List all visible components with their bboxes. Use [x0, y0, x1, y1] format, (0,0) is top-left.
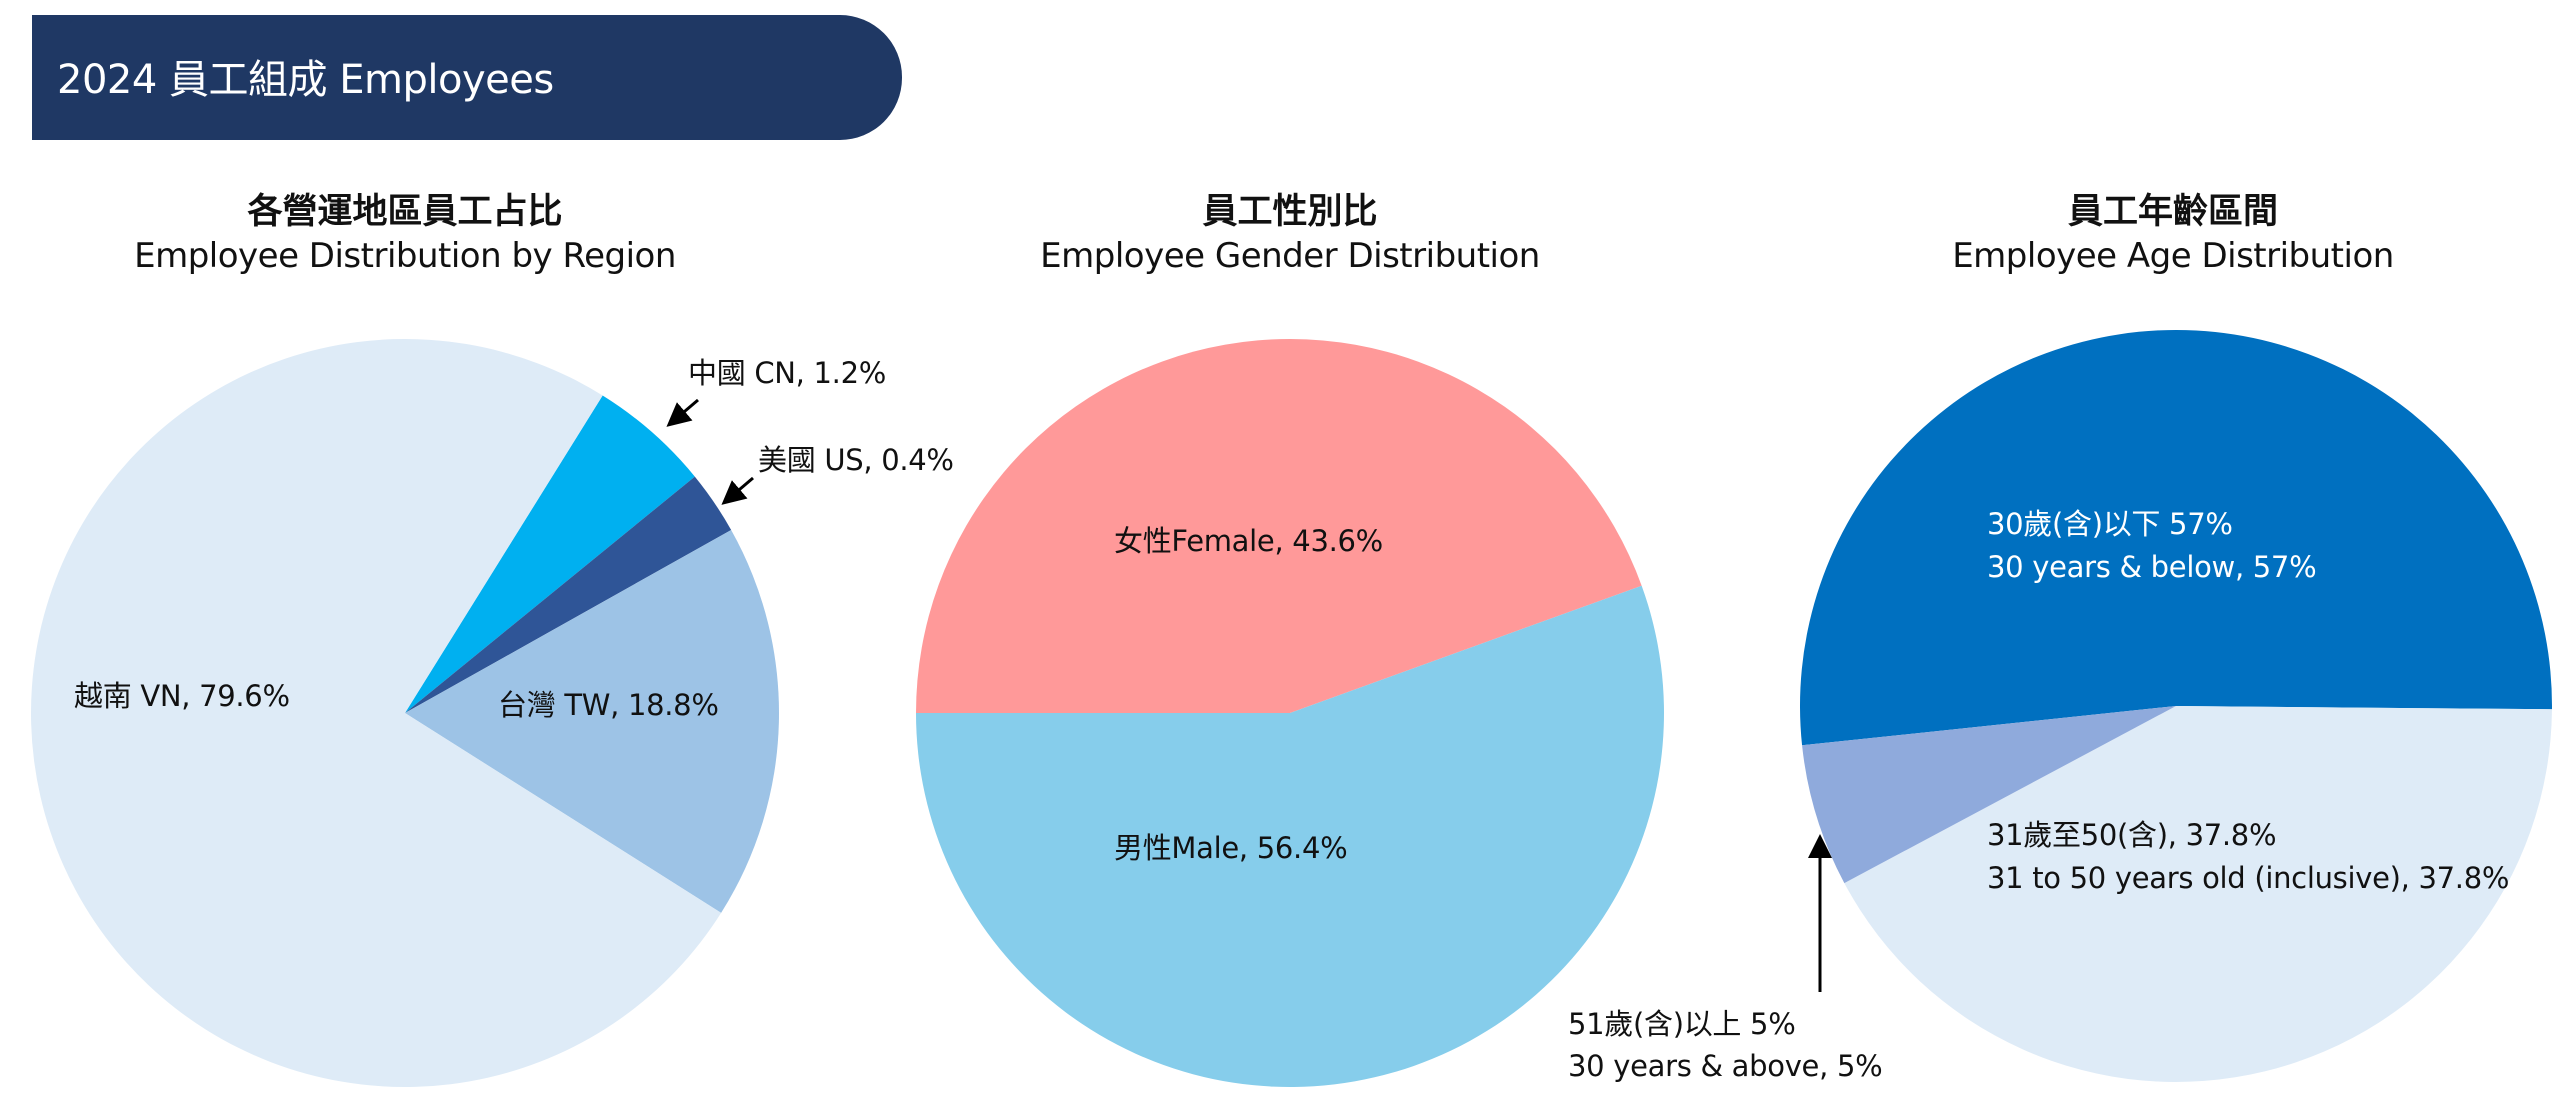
pie-slice-over51 [1802, 706, 2176, 884]
region-chart-title-en: Employee Distribution by Region [134, 236, 676, 276]
region-label-us: 美國 US, 0.4% [758, 443, 954, 477]
region-pie [31, 338, 779, 1087]
age-chart-title-en: Employee Age Distribution [1952, 236, 2394, 276]
pie-slice-vn [31, 338, 722, 1087]
age-chart-heading: 員工年齡區間 Employee Age Distribution [1873, 190, 2473, 278]
pie-slice-cn [405, 395, 695, 713]
age-label-mid: 31歲至50(含), 37.8% 31 to 50 years old (inc… [1987, 816, 2509, 897]
region-label-cn: 中國 CN, 1.2% [688, 356, 886, 390]
pie-slice-us [405, 476, 732, 713]
age-chart-title-zh: 員工年齡區間 [2067, 192, 2278, 232]
region-chart-heading: 各營運地區員工占比 Employee Distribution by Regio… [105, 190, 705, 278]
page-banner: 2024 員工組成 Employees [32, 15, 902, 140]
age-label-over51: 51歲(含)以上 5% 30 years & above, 5% [1568, 1005, 1883, 1085]
us-arrow-icon [721, 476, 754, 505]
region-label-tw: 台灣 TW, 18.8% [498, 688, 719, 722]
age-label-over51-zh: 51歲(含)以上 5% [1568, 1007, 1796, 1041]
pie-slice-female [916, 339, 1642, 713]
age-label-mid-en: 31 to 50 years old (inclusive), 37.8% [1987, 861, 2510, 895]
gender-pie [916, 339, 1665, 1088]
gender-label-female: 女性Female, 43.6% [1114, 524, 1383, 558]
page-title: 2024 員工組成 Employees [57, 57, 554, 103]
age-label-under30: 30歲(含)以下 57% 30 years & below, 57% [1987, 505, 2317, 586]
age-label-under30-zh: 30歲(含)以下 57% [1987, 507, 2233, 541]
age-label-under30-en: 30 years & below, 57% [1987, 550, 2317, 584]
age-label-mid-zh: 31歲至50(含), 37.8% [1987, 818, 2277, 852]
cn-arrow-icon [666, 398, 699, 427]
gender-chart-title-en: Employee Gender Distribution [1040, 236, 1540, 276]
pie-slice-tw [405, 529, 779, 913]
region-label-vn: 越南 VN, 79.6% [74, 679, 290, 713]
pie-slice-mid [1844, 706, 2552, 1082]
pie-slice-male [916, 585, 1665, 1088]
age-label-over51-en: 30 years & above, 5% [1568, 1049, 1883, 1083]
gender-chart-title-zh: 員工性別比 [1202, 192, 1378, 232]
age-pie [1799, 329, 2552, 1082]
region-chart-title-zh: 各營運地區員工占比 [247, 192, 563, 232]
gender-chart-heading: 員工性別比 Employee Gender Distribution [990, 190, 1590, 278]
pie-slice-under30 [1799, 329, 2552, 746]
gender-label-male: 男性Male, 56.4% [1114, 831, 1348, 865]
